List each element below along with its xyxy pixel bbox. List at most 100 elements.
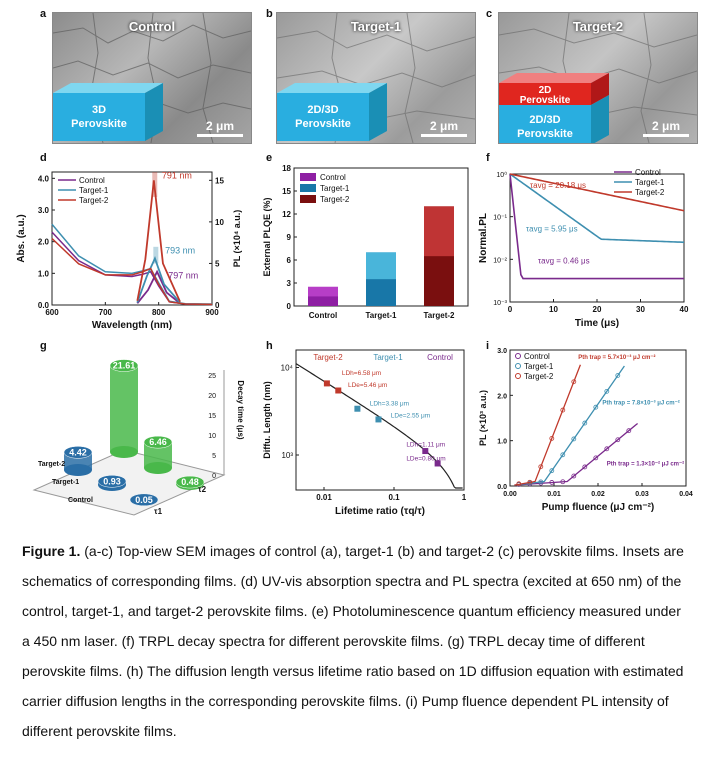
x-axis-label: Wavelength (nm) xyxy=(92,320,172,331)
sem-title-target2: Target-2 xyxy=(572,19,624,34)
col-label: τ2 xyxy=(198,485,207,494)
panel-label-g: g xyxy=(40,340,47,352)
col-label: τ1 xyxy=(154,507,163,516)
threshold-annotation: Pth trap = 7.8×10⁻³ μJ cm⁻² xyxy=(602,399,679,406)
y-tick-label: 10⁴ xyxy=(281,364,294,373)
y-tick-label: 10⁰ xyxy=(496,171,507,179)
bar3d-base xyxy=(110,446,138,458)
box-label-line1: 2D/3D xyxy=(307,104,338,116)
y2-tick-label: 10 xyxy=(215,218,224,227)
x-tick-label: 0.00 xyxy=(503,491,517,498)
data-point xyxy=(549,468,555,474)
legend-label: Target-1 xyxy=(320,184,350,193)
scale-label: 2 μm xyxy=(651,119,681,133)
data-point xyxy=(422,448,429,455)
y-tick-label: 1.0 xyxy=(38,269,50,278)
peak-annotation: 793 nm xyxy=(165,245,195,255)
x-tick-label: 700 xyxy=(99,308,113,317)
legend-label: Target-2 xyxy=(524,372,554,381)
y2-axis-label: PL (×10⁴ a.u.) xyxy=(232,210,242,268)
box-label-line1: 3D xyxy=(92,104,106,116)
data-point xyxy=(434,460,441,467)
peak-annotation: 791 nm xyxy=(162,171,192,181)
legend-swatch xyxy=(300,195,316,203)
data-point xyxy=(538,479,544,485)
bar3d-top xyxy=(63,446,93,459)
x-tick-label: 20 xyxy=(593,305,602,314)
z-tick-label: 5 xyxy=(212,453,216,460)
pl-line-Control xyxy=(136,269,181,305)
data-point xyxy=(375,416,382,423)
chart-h-diffusion-length: 0.01 0.1 1 10⁴ 10³ Lifetime ratio (τq/τ) Diffu… xyxy=(262,349,467,517)
chart-f-trpl: 0 10 20 30 40 10⁰ 10⁻¹ 10⁻² 10⁻³ Time (μs) Normal.… xyxy=(478,168,689,329)
bar3d-top xyxy=(109,359,139,372)
x-tick-label: 900 xyxy=(205,308,219,317)
bar3d-value: 21.61 xyxy=(113,361,136,371)
y-tick-label: 10³ xyxy=(281,451,293,460)
bar-highlight xyxy=(424,206,454,257)
legend-label: Target-2 xyxy=(635,188,665,197)
scale-label: 2 μm xyxy=(429,119,459,133)
data-point xyxy=(604,446,610,452)
x-axis-label: Time (μs) xyxy=(575,318,619,329)
data-point xyxy=(560,479,566,485)
y-tick-label: 6 xyxy=(287,256,292,265)
bar3d-base xyxy=(64,464,92,476)
x-tick-label: 0.01 xyxy=(547,491,561,498)
data-point xyxy=(354,405,361,412)
x-tick-label: Target-2 xyxy=(424,311,456,320)
y-axis-label: Normal.PL xyxy=(478,213,489,263)
data-point xyxy=(549,480,555,485)
abs-line-Control xyxy=(51,231,213,306)
legend-marker xyxy=(515,363,521,369)
legend-marker xyxy=(515,373,521,379)
peak-band-target1 xyxy=(153,246,159,264)
scale-bar: 2 μm xyxy=(421,119,467,137)
y-axis-label: Diffu. Length (nm) xyxy=(262,381,272,458)
tau-annotation: τavg = 5.95 μs xyxy=(526,225,578,234)
x-tick-label: 1 xyxy=(462,493,467,502)
data-point xyxy=(538,464,544,470)
data-point xyxy=(527,479,533,485)
legend-swatch xyxy=(300,184,316,192)
panel-label-d: d xyxy=(40,152,47,164)
x-tick-label: 40 xyxy=(680,305,689,314)
chart-i-pump-fluence: 0.00 0.01 0.02 0.03 0.04 0.0 1.0 2.0 3.0 Pump flu… xyxy=(478,348,693,513)
panel-label-i: i xyxy=(486,340,490,352)
ld-annotation: LDh=1.11 μm xyxy=(406,442,445,449)
bar-highlight xyxy=(308,286,338,297)
bar3d-top xyxy=(129,493,159,507)
x-tick-label: 800 xyxy=(152,308,166,317)
plot-frame xyxy=(295,349,465,491)
decay-fit-Control xyxy=(509,173,684,280)
ld-annotation: LDe=5.46 μm xyxy=(348,382,387,389)
x-axis-label: Lifetime ratio (τq/τ) xyxy=(335,506,425,517)
sem-title-control: Control xyxy=(128,19,176,34)
ld-annotation: LDe=0.80 μm xyxy=(406,456,445,463)
y-tick-label: 18 xyxy=(282,164,291,173)
abs-line-Target-1 xyxy=(51,223,213,305)
y-tick-label: 15 xyxy=(282,187,291,196)
tau-annotation: τavg = 0.46 μs xyxy=(538,257,590,266)
schematic-2d-on-2d3d-box: 2D Perovskite 2D/3D Perovskite xyxy=(499,73,609,143)
sem-image-control: Control 3D Perovskite 2 μm xyxy=(52,12,252,144)
caption-text: (a-c) Top-view SEM images of control (a)… xyxy=(22,543,684,739)
row-label: Target-1 xyxy=(52,479,79,486)
data-point xyxy=(571,473,577,479)
panel-label-c: c xyxy=(486,8,493,20)
bar3d-value: 0.93 xyxy=(103,476,121,486)
legend-label: Control xyxy=(635,168,661,177)
y-axis-label: External PLQE (%) xyxy=(262,197,272,276)
y2-tick-label: 15 xyxy=(215,176,224,185)
scale-bar: 2 μm xyxy=(197,119,243,137)
x-tick-label: 0.01 xyxy=(316,493,332,502)
legend-swatch xyxy=(300,173,316,181)
x-tick-label: 0.03 xyxy=(635,491,649,498)
y-tick-label: 0 xyxy=(287,302,292,311)
figure-caption: Figure 1. (a-c) Top-view SEM images of c… xyxy=(22,536,688,746)
x-tick-label: 30 xyxy=(636,305,645,314)
bar3d-value: 6.46 xyxy=(149,437,167,447)
x-tick-label: Control xyxy=(309,311,337,320)
bar3d-top xyxy=(97,475,127,488)
bar3d-body xyxy=(110,365,138,452)
